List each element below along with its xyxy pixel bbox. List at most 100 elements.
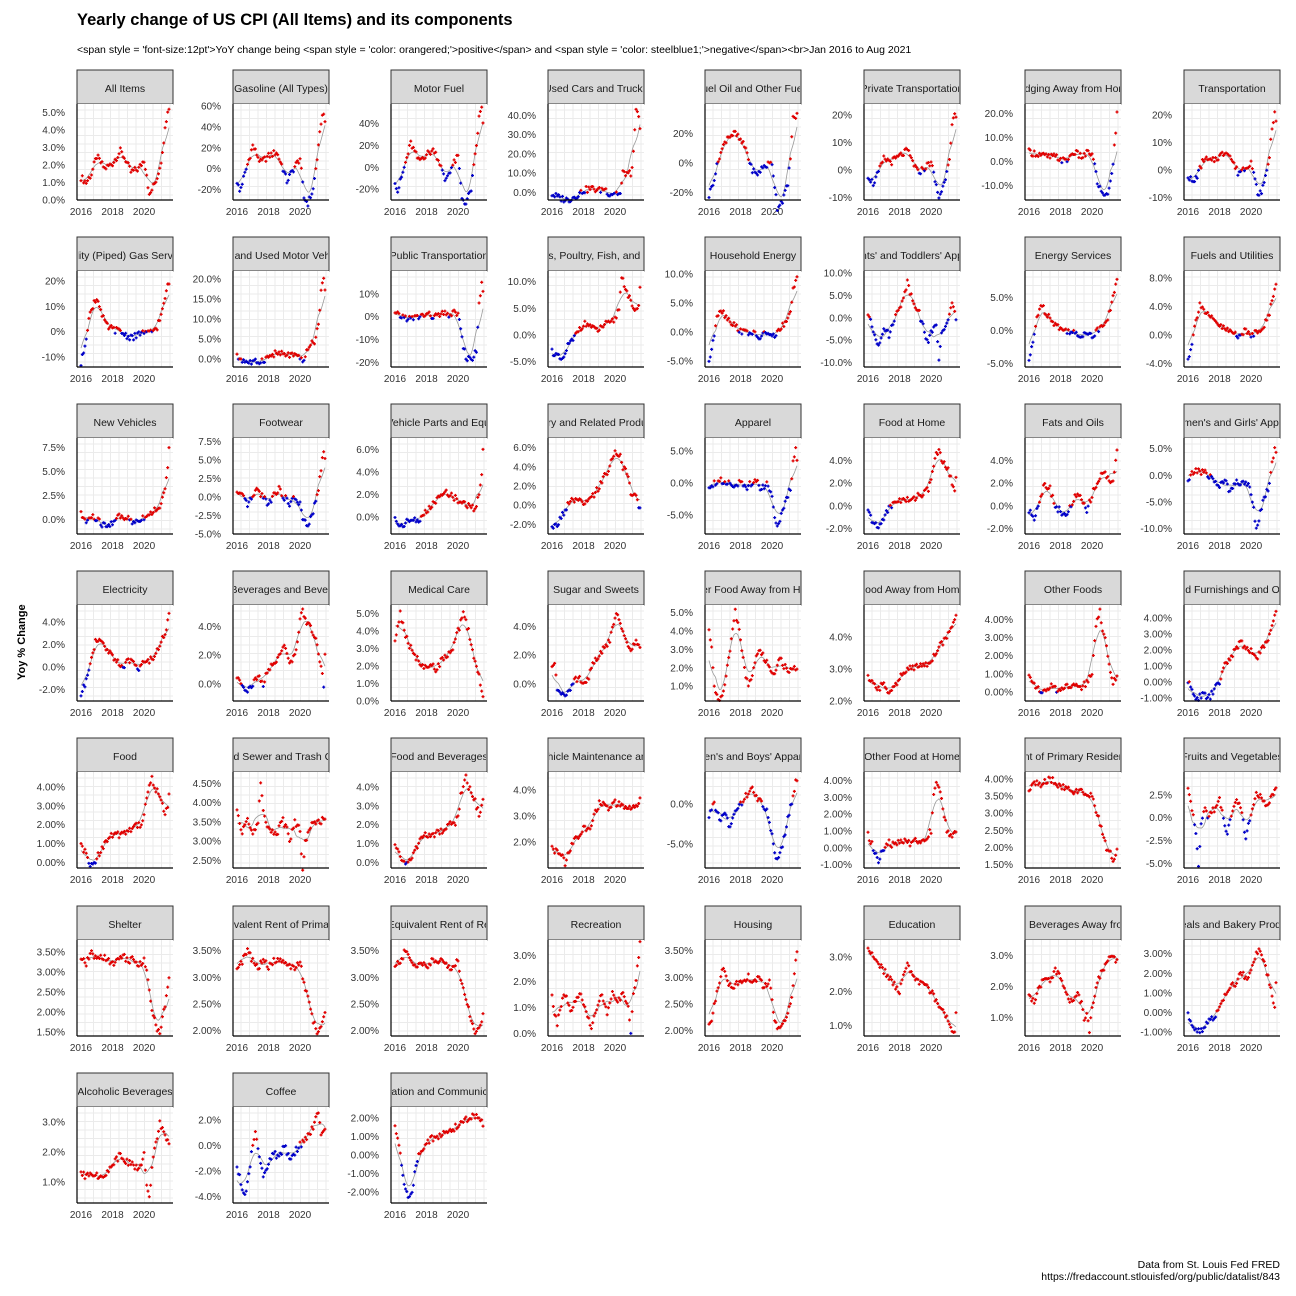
facet-title: Medical Care [408, 584, 470, 596]
data-point [285, 181, 289, 185]
data-point [721, 309, 725, 313]
data-point [1056, 323, 1060, 327]
data-point [1249, 159, 1253, 163]
data-point [617, 308, 621, 312]
data-point [774, 334, 778, 338]
data-point [877, 169, 881, 173]
x-tick-label: 2020 [447, 875, 470, 886]
x-tick-label: 2020 [604, 207, 627, 218]
x-tick-label: 2018 [572, 1043, 595, 1054]
data-point [620, 181, 624, 185]
y-tick-label: -20% [356, 185, 379, 196]
data-point [451, 163, 455, 167]
y-tick-label: 2.0% [513, 651, 536, 662]
data-point [943, 324, 947, 328]
data-point [719, 309, 723, 313]
data-point [595, 326, 599, 330]
data-point [949, 306, 953, 310]
data-point [1031, 340, 1035, 344]
x-tick-label: 2020 [1081, 875, 1104, 886]
x-tick-label: 2016 [1018, 374, 1041, 385]
data-point [400, 175, 404, 179]
data-point [624, 174, 628, 178]
y-tick-label: 10% [45, 302, 65, 313]
y-tick-label: 3.00% [985, 809, 1013, 820]
x-tick-label: 2020 [133, 207, 156, 218]
data-point [627, 169, 631, 173]
y-tick-label: 20% [359, 141, 379, 152]
x-tick-label: 2016 [1177, 541, 1200, 552]
data-point [1052, 324, 1056, 328]
y-tick-label: 3.50% [193, 946, 221, 957]
data-point [912, 302, 916, 306]
data-point [286, 178, 290, 182]
data-point [167, 107, 171, 111]
facet-title: Footwear [259, 417, 303, 429]
data-point [142, 331, 146, 335]
y-tick-label: -2.0% [39, 685, 65, 696]
data-point [951, 305, 955, 309]
x-tick-label: 2016 [698, 374, 721, 385]
x-tick-label: 2020 [1081, 708, 1104, 719]
y-tick-label: 40% [359, 119, 379, 130]
data-point [874, 338, 878, 342]
y-tick-label: 2.0% [990, 479, 1013, 490]
data-point [727, 316, 731, 320]
facet-panel: All Items 0.0% 1.0% 2.0% 3.0% 4.0% 5.0% 2016 201… [42, 69, 174, 218]
x-tick-label: 2018 [101, 374, 124, 385]
data-point [618, 192, 622, 196]
data-point [739, 137, 743, 141]
data-point [434, 150, 438, 154]
x-tick-label: 2020 [1240, 541, 1263, 552]
chart-subtitle: <span style = 'font-size:12pt'>YoY chang… [77, 44, 912, 56]
data-point [104, 167, 108, 171]
data-point [247, 361, 251, 365]
data-point [100, 160, 104, 164]
data-point [925, 338, 929, 342]
y-tick-label: 0.0% [990, 157, 1013, 168]
data-point [1032, 332, 1036, 336]
data-point [626, 296, 630, 300]
facet-panel: New and Used Motor Vehicles 0.0% 5.0% 10.0%… [193, 236, 330, 385]
y-tick-label: 2.0% [356, 490, 379, 501]
data-point [243, 170, 247, 174]
facet-title: Food at Home [879, 417, 946, 429]
data-point [137, 330, 141, 334]
y-tick-label: 0.00% [37, 858, 65, 869]
y-tick-label: 4.00% [985, 774, 1013, 785]
data-point [309, 343, 313, 347]
x-tick-label: 2020 [761, 541, 784, 552]
facet-panel: Food Away from Home 2.0% 3.0% 4.0% 2016 2018 2… [829, 570, 961, 719]
facet-panel: Sugar and Sweets 0.0% 2.0% 4.0% 2016 2018 2020 [513, 570, 645, 719]
data-point [1051, 320, 1055, 324]
x-tick-label: 2018 [572, 708, 595, 719]
data-point [1263, 174, 1267, 178]
data-point [446, 174, 450, 178]
data-point [720, 147, 724, 151]
y-tick-label: 0.0% [356, 858, 379, 869]
data-point [109, 323, 113, 327]
data-point [417, 317, 421, 321]
data-point [401, 170, 405, 174]
x-tick-label: 2020 [920, 374, 943, 385]
y-tick-label: 0% [1158, 165, 1173, 176]
data-point [414, 150, 418, 154]
data-point [585, 322, 589, 326]
y-tick-label: -1.00% [1140, 1028, 1172, 1039]
data-point [733, 129, 737, 133]
facet-title: Used Cars and Trucks [544, 83, 648, 95]
y-tick-label: 3.50% [351, 946, 379, 957]
data-point [272, 355, 276, 359]
data-point [608, 194, 612, 198]
data-point [610, 317, 614, 321]
data-point [1028, 148, 1032, 152]
y-tick-label: -10.0% [1140, 524, 1172, 535]
y-tick-label: 2.0% [198, 651, 221, 662]
data-point [122, 333, 126, 337]
data-point [1232, 161, 1236, 165]
data-point [599, 190, 603, 194]
data-point [468, 355, 472, 359]
x-tick-label: 2018 [1208, 541, 1231, 552]
y-tick-label: 2.0% [42, 161, 65, 172]
data-point [1110, 300, 1114, 304]
